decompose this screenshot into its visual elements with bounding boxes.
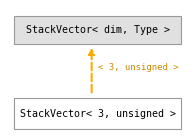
Bar — [14, 98, 181, 129]
Text: < 3, unsigned >: < 3, unsigned > — [98, 64, 178, 72]
Text: StackVector< 3, unsigned >: StackVector< 3, unsigned > — [20, 109, 176, 119]
Bar — [14, 16, 181, 44]
Text: StackVector< dim, Type >: StackVector< dim, Type > — [26, 25, 169, 35]
